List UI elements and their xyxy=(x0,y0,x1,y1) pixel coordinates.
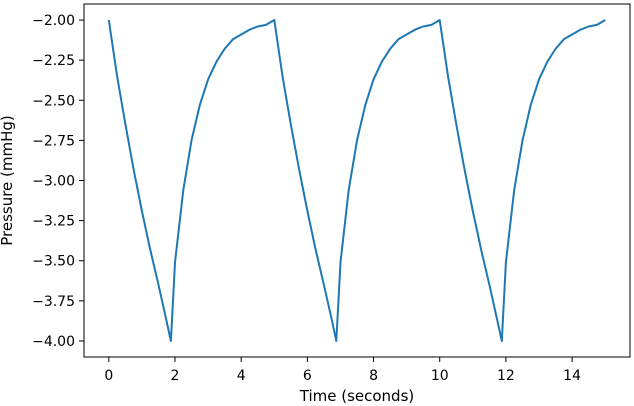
x-axis-ticks: 0 2 4 6 8 10 12 14 xyxy=(104,357,581,384)
plot-area-frame xyxy=(83,3,631,358)
y-tick-label: −2.25 xyxy=(32,53,75,69)
pressure-series-line xyxy=(107,19,606,342)
y-tick-label: −2.00 xyxy=(32,13,75,29)
y-tick-label: −2.50 xyxy=(32,93,75,109)
x-tick-label: 10 xyxy=(431,368,449,384)
x-tick-label: 6 xyxy=(303,368,312,384)
y-tick-label: −2.75 xyxy=(32,133,75,149)
y-tick-label: −3.75 xyxy=(32,294,75,310)
y-tick-label: −3.25 xyxy=(32,214,75,230)
y-axis-ticks: −2.00 −2.25 −2.50 −2.75 −3.00 −3.25 −3.50 −3.75… xyxy=(32,13,84,350)
x-tick-label: 8 xyxy=(369,368,378,384)
x-tick-label: 14 xyxy=(563,368,581,384)
y-tick-label: −3.50 xyxy=(32,254,75,270)
y-tick-label: −4.00 xyxy=(32,334,75,350)
x-tick-label: 0 xyxy=(104,368,113,384)
y-axis-label: Pressure (mmHg) xyxy=(0,115,16,246)
x-tick-label: 12 xyxy=(497,368,515,384)
x-tick-label: 4 xyxy=(237,368,246,384)
x-axis-label: Time (seconds) xyxy=(299,387,415,405)
y-tick-label: −3.00 xyxy=(32,174,75,190)
x-tick-label: 2 xyxy=(171,368,180,384)
